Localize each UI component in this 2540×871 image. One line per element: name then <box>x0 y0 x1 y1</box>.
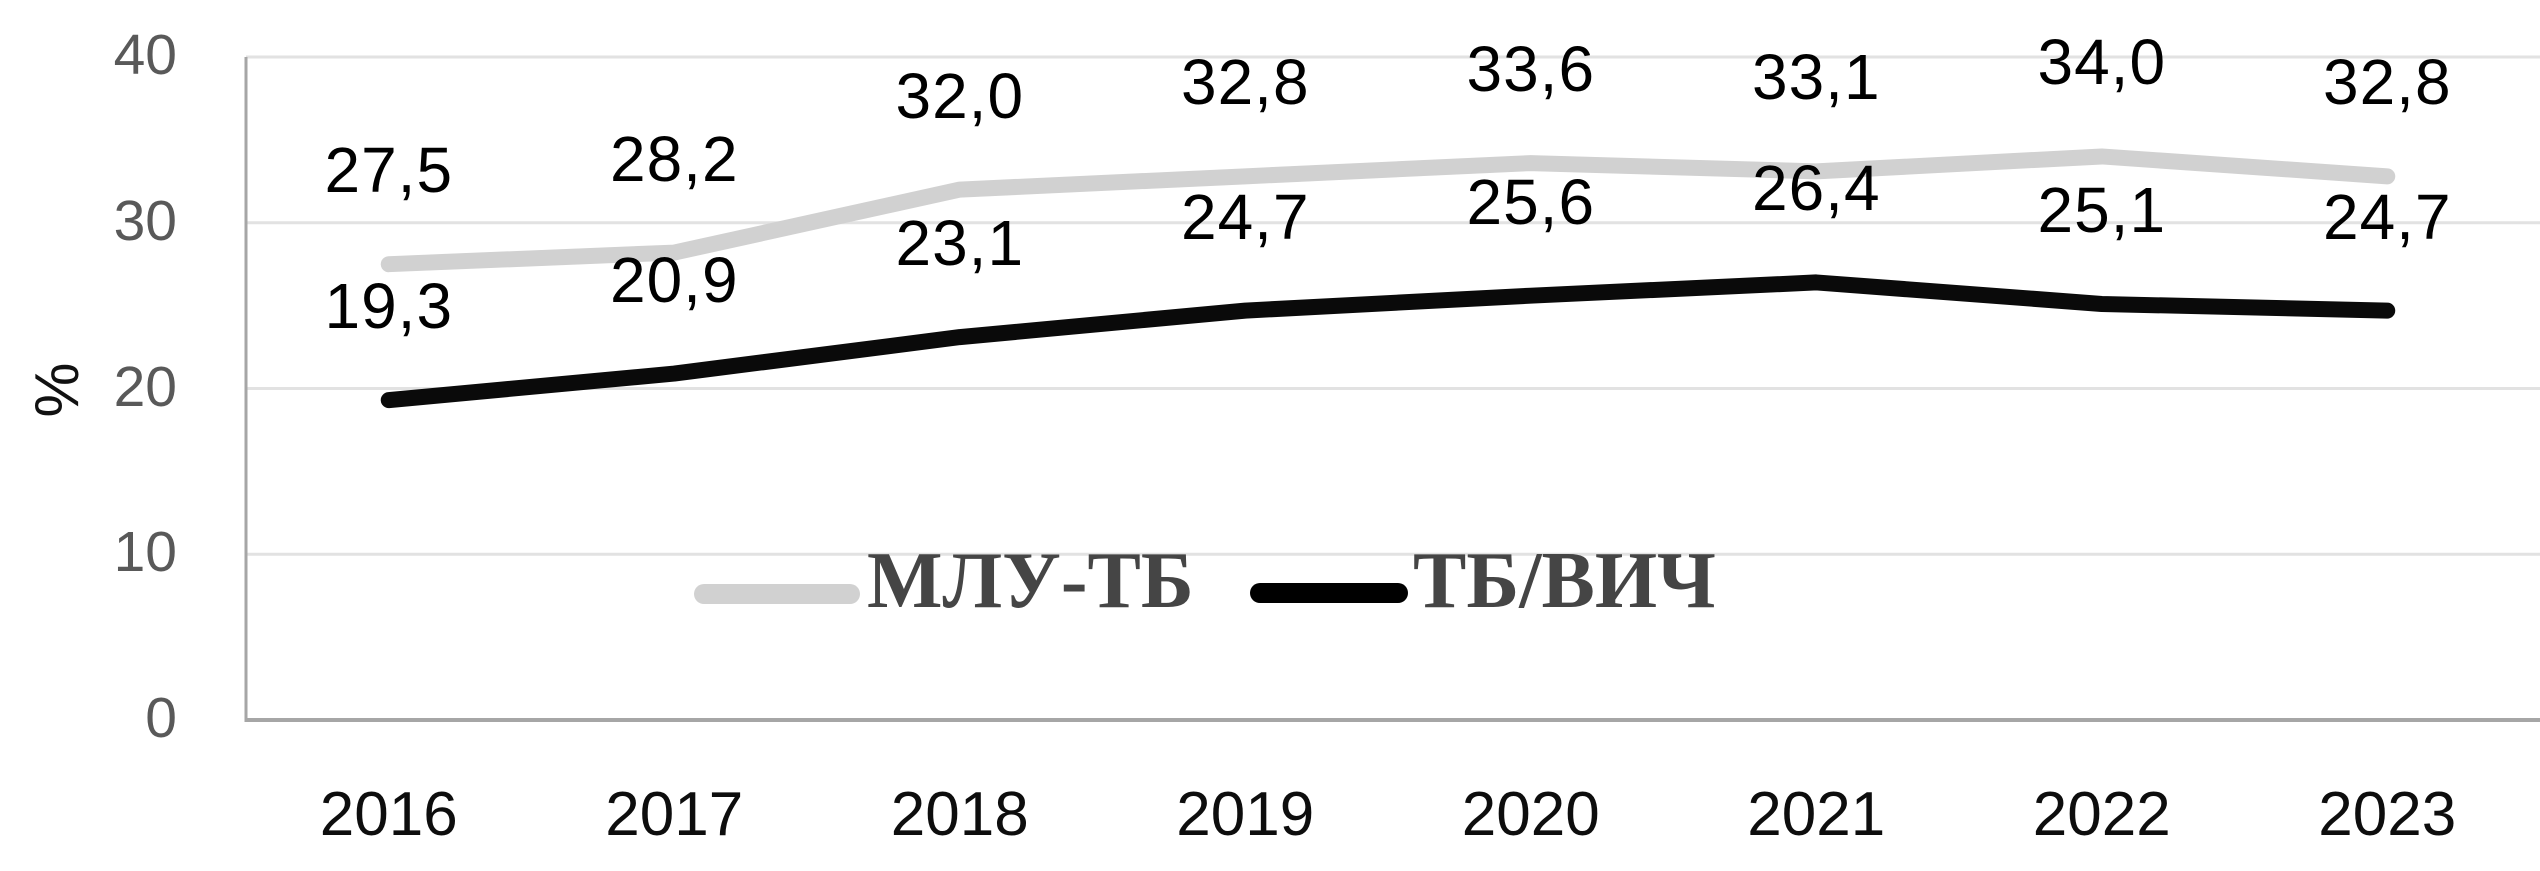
data-label-mlu-tb-2022: 34,0 <box>2037 26 2167 99</box>
x-tick-label-2022: 2022 <box>2032 780 2171 849</box>
data-label-tb-vich-2018: 23,1 <box>895 207 1025 280</box>
series-line-mlu-tb <box>380 148 2396 273</box>
y-tick-label-0: 0 <box>145 686 177 750</box>
data-label-mlu-tb-2018: 32,0 <box>895 59 1025 132</box>
x-tick-label-2019: 2019 <box>1176 780 1315 849</box>
legend-label-mlu-tb: МЛУ-ТБ <box>867 537 1194 625</box>
data-label-mlu-tb-2020: 33,6 <box>1466 33 1596 106</box>
data-label-tb-vich-2017: 20,9 <box>609 243 739 316</box>
x-tick-label-2017: 2017 <box>605 780 744 849</box>
data-label-mlu-tb-2017: 28,2 <box>609 122 739 195</box>
data-label-tb-vich-2020: 25,6 <box>1466 165 1596 238</box>
x-tick-label-2016: 2016 <box>319 780 458 849</box>
data-label-tb-vich-2016: 19,3 <box>324 270 454 343</box>
y-tick-label-20: 20 <box>113 354 177 419</box>
x-tick-label-2020: 2020 <box>1461 780 1600 849</box>
y-tick-label-10: 10 <box>113 520 177 585</box>
data-label-mlu-tb-2019: 32,8 <box>1180 46 1310 119</box>
data-label-mlu-tb-2016: 27,5 <box>324 134 454 207</box>
data-label-tb-vich-2023: 24,7 <box>2322 180 2452 253</box>
data-label-mlu-tb-2021: 33,1 <box>1751 41 1881 114</box>
data-label-mlu-tb-2023: 32,8 <box>2322 46 2452 119</box>
x-tick-label-2018: 2018 <box>890 780 1029 849</box>
data-label-tb-vich-2021: 26,4 <box>1751 152 1881 225</box>
x-tick-label-2023: 2023 <box>2318 780 2457 849</box>
series-line-tb-vich <box>380 274 2396 409</box>
data-label-tb-vich-2022: 25,1 <box>2037 173 2167 246</box>
y-tick-label-40: 40 <box>113 23 177 87</box>
legend-swatch-mlu-tb <box>694 584 860 604</box>
data-label-tb-vich-2019: 24,7 <box>1180 180 1310 253</box>
legend-label-tb-vich: ТБ/ВИЧ <box>1413 537 1716 625</box>
y-tick-label-30: 30 <box>113 188 177 253</box>
legend-swatch-tb-vich <box>1250 583 1408 603</box>
x-tick-label-2021: 2021 <box>1747 780 1886 849</box>
